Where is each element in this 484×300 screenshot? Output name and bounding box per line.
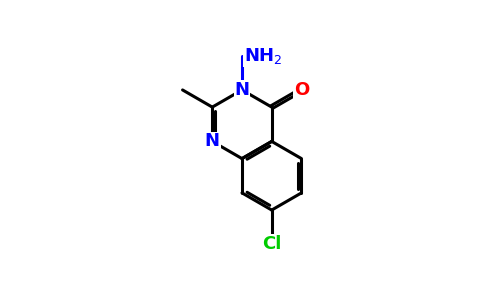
Text: N: N: [235, 81, 249, 99]
Text: Cl: Cl: [262, 236, 281, 253]
Text: O: O: [294, 81, 309, 99]
Text: N: N: [205, 132, 220, 150]
Text: NH$_2$: NH$_2$: [244, 46, 282, 66]
